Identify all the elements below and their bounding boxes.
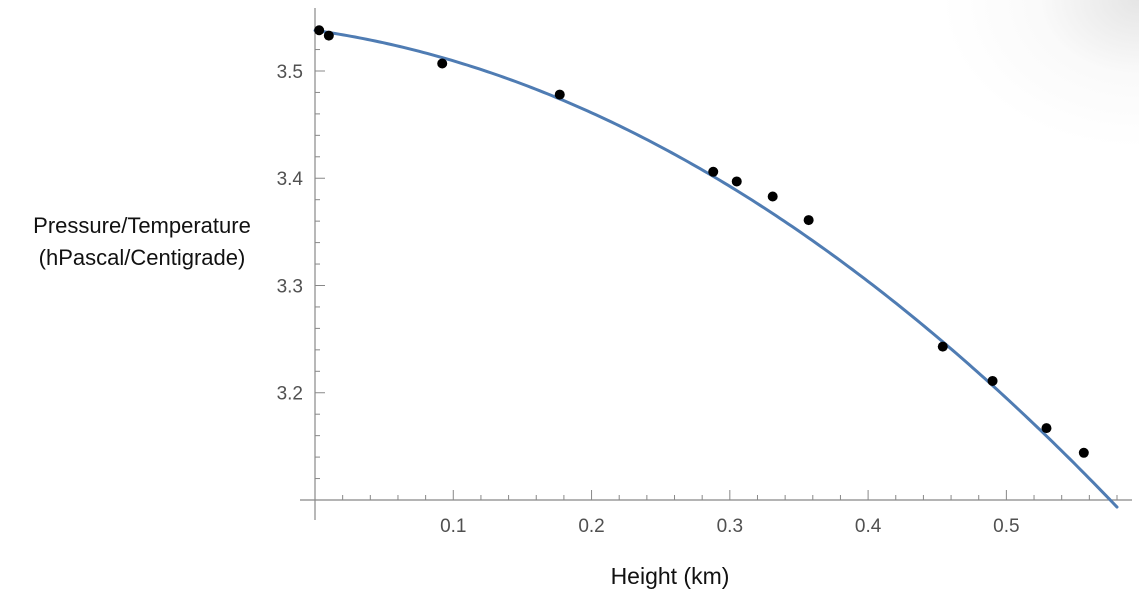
data-point [323,30,334,41]
x-tick-label: 0.3 [717,516,743,537]
data-point [731,176,742,187]
data-point [767,191,778,202]
y-tick-label: 3.2 [277,384,303,405]
y-axis-label: Pressure/Temperature (hPascal/Centigrade… [0,210,284,274]
x-tick-label: 0.1 [440,516,466,537]
data-point [708,166,719,177]
ticks [315,27,1118,500]
data-point [314,25,325,36]
y-tick-label: 3.4 [277,169,304,190]
data-point [1078,447,1089,458]
x-axis-label: Height (km) [610,563,730,589]
x-tick-label: 0.5 [993,516,1019,537]
y-tick-label: 3.3 [277,276,303,297]
x-tick-label: 0.2 [578,516,604,537]
y-tick-label: 3.5 [277,62,303,83]
y-axis-label-line-1: Pressure/Temperature [33,213,251,238]
x-tick-label: 0.4 [855,516,882,537]
data-point [554,89,565,100]
data-points-layer [314,25,1089,458]
data-point [437,58,448,69]
fit-curve-layer [313,28,1119,509]
tick-labels: 0.1 0.2 0.3 0.4 0.5 3.2 3.3 3.4 3.5 [277,62,1020,537]
data-point [987,375,998,386]
fit-curve [313,28,1119,509]
axes [300,8,1132,520]
data-point [937,341,948,352]
data-point [803,215,814,226]
y-axis-label-line-2: (hPascal/Centigrade) [38,245,246,270]
data-point [1041,423,1052,434]
